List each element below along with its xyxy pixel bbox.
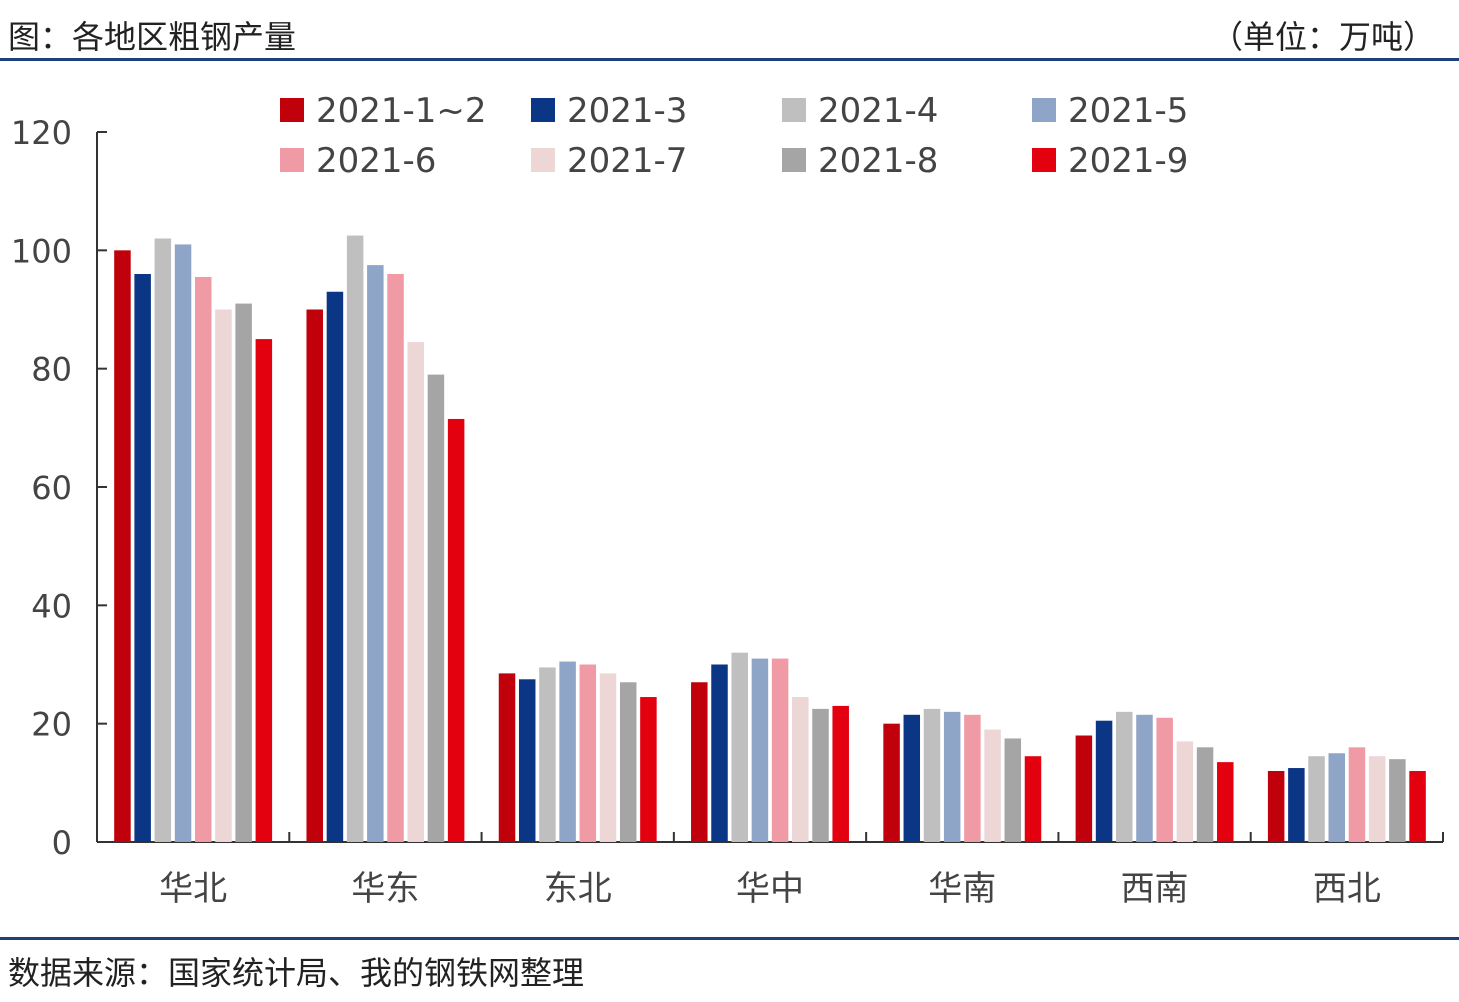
x-tick-label: 东北 bbox=[544, 869, 612, 909]
x-tick-label: 华中 bbox=[736, 869, 804, 909]
bar bbox=[255, 339, 273, 842]
bar bbox=[134, 274, 151, 842]
bar bbox=[1136, 714, 1153, 842]
bar bbox=[640, 697, 657, 842]
bar bbox=[367, 265, 384, 842]
x-tick-label: 华东 bbox=[351, 869, 419, 909]
bar bbox=[731, 652, 748, 842]
bar bbox=[599, 673, 617, 842]
bar bbox=[539, 667, 556, 842]
legend-swatch bbox=[1032, 98, 1056, 122]
legend-label: 2021-6 bbox=[316, 141, 436, 181]
bar bbox=[174, 244, 192, 842]
legend-swatch bbox=[531, 148, 555, 172]
bar bbox=[1217, 762, 1234, 842]
bar bbox=[711, 664, 728, 842]
bar bbox=[1024, 756, 1042, 842]
bar bbox=[792, 697, 809, 842]
bar bbox=[387, 274, 404, 842]
legend-label: 2021-5 bbox=[1068, 91, 1188, 131]
top-divider bbox=[0, 58, 1459, 61]
y-tick-label: 60 bbox=[31, 469, 72, 507]
legend-swatch bbox=[1032, 148, 1056, 172]
x-tick-label: 华北 bbox=[159, 869, 227, 909]
bottom-divider bbox=[0, 937, 1459, 940]
bar bbox=[812, 708, 829, 842]
data-source: 数据来源：国家统计局、我的钢铁网整理 bbox=[8, 954, 585, 992]
unit-label: （单位：万吨） bbox=[1210, 18, 1435, 56]
legend-swatch bbox=[280, 148, 304, 172]
bar bbox=[579, 664, 597, 842]
bar bbox=[984, 729, 1001, 842]
y-tick-label: 120 bbox=[11, 114, 72, 152]
bar bbox=[1196, 747, 1214, 842]
x-tick-label: 西北 bbox=[1313, 869, 1381, 909]
bar bbox=[751, 658, 769, 842]
bar bbox=[114, 250, 131, 843]
bar bbox=[903, 714, 921, 842]
bar bbox=[447, 418, 465, 842]
y-tick-label: 40 bbox=[31, 587, 72, 625]
bar bbox=[1348, 747, 1366, 842]
bar bbox=[559, 661, 576, 842]
bar bbox=[518, 679, 536, 842]
x-tick-label: 西南 bbox=[1121, 869, 1189, 909]
legend-swatch bbox=[782, 148, 806, 172]
bar bbox=[943, 711, 961, 842]
bar bbox=[326, 291, 344, 842]
chart-caption: 图：各地区粗钢产量 bbox=[8, 18, 297, 56]
bar bbox=[1075, 735, 1093, 842]
bar bbox=[1409, 771, 1426, 842]
legend-swatch bbox=[531, 98, 555, 122]
y-tick-label: 0 bbox=[52, 824, 72, 862]
bar bbox=[306, 309, 323, 842]
legend-swatch bbox=[280, 98, 304, 122]
legend-label: 2021-1~2 bbox=[316, 91, 487, 131]
bar bbox=[883, 723, 900, 842]
bar bbox=[1004, 738, 1022, 842]
legend-label: 2021-8 bbox=[818, 141, 938, 181]
bar bbox=[619, 682, 637, 842]
bar bbox=[1389, 759, 1406, 842]
bar bbox=[1176, 741, 1194, 842]
bar bbox=[691, 682, 708, 842]
bar bbox=[1368, 756, 1386, 842]
bar bbox=[1116, 711, 1133, 842]
bar bbox=[964, 714, 981, 842]
y-tick-label: 20 bbox=[31, 706, 72, 744]
x-tick-label: 华南 bbox=[928, 869, 996, 909]
bar bbox=[923, 708, 941, 842]
legend-swatch bbox=[782, 98, 806, 122]
legend-label: 2021-3 bbox=[567, 91, 687, 131]
bar bbox=[427, 374, 445, 842]
bar bbox=[1328, 753, 1346, 842]
bar bbox=[346, 235, 364, 842]
bar bbox=[407, 342, 424, 842]
y-tick-label: 80 bbox=[31, 351, 72, 389]
bar bbox=[1308, 756, 1325, 842]
bar bbox=[1156, 717, 1173, 842]
bar bbox=[832, 705, 849, 842]
legend-label: 2021-9 bbox=[1068, 141, 1188, 181]
bar bbox=[1288, 768, 1305, 842]
bar bbox=[235, 303, 252, 842]
bar bbox=[215, 309, 232, 842]
y-tick-label: 100 bbox=[11, 232, 72, 270]
bar bbox=[771, 658, 789, 842]
bar bbox=[1095, 720, 1113, 842]
legend-label: 2021-4 bbox=[818, 91, 938, 131]
bar-chart: 0 20 40 60 80 100 120 华北 华东 东北 华中 华南 西南 西北 2021-1~2 202… bbox=[11, 91, 1444, 909]
legend-label: 2021-7 bbox=[567, 141, 687, 181]
bar bbox=[194, 276, 212, 842]
bar bbox=[154, 238, 172, 842]
bar bbox=[498, 673, 516, 842]
bar bbox=[1267, 771, 1285, 842]
